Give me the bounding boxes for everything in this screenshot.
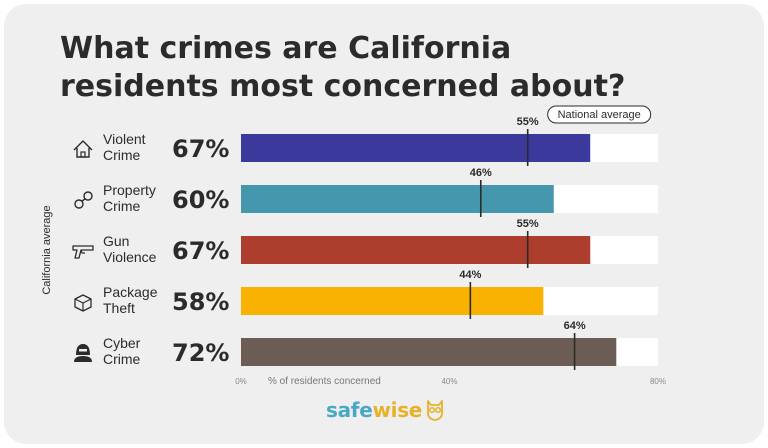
chart-card: [4, 4, 764, 444]
bar-cyber-crime: [241, 338, 617, 366]
national-average-value: 46%: [470, 167, 492, 179]
national-average-value: 55%: [517, 116, 539, 128]
safewise-logo: safewise: [326, 396, 444, 424]
category-label: Property Crime: [103, 182, 156, 214]
handcuffs-icon: [74, 191, 93, 209]
bar-property-crime: [241, 185, 554, 213]
x-tick-label: 0%: [235, 377, 247, 386]
national-average-value: 55%: [517, 218, 539, 230]
house-icon: [73, 140, 93, 158]
brand-part-wise: wise: [372, 398, 423, 422]
category-label-line: Theft: [103, 300, 135, 316]
category-label-line: Crime: [103, 198, 141, 214]
bar-gun-violence: [241, 236, 591, 264]
category-label-line: Crime: [103, 351, 141, 367]
national-average-legend: [547, 105, 652, 124]
category-label-line: Crime: [103, 147, 141, 163]
category-label-line: Gun: [103, 233, 129, 249]
california-average-value: 58%: [172, 288, 229, 316]
category-label: Violent Crime: [103, 131, 146, 163]
gun-icon: [72, 245, 94, 259]
x-tick-label: 80%: [650, 377, 666, 386]
brand-wordmark: safewise: [326, 398, 422, 422]
category-label-line: Violence: [103, 249, 157, 265]
category-label-line: Property: [103, 182, 156, 198]
national-average-value: 44%: [459, 269, 481, 281]
category-label-line: Violent: [103, 131, 146, 147]
brand-part-safe: safe: [326, 398, 373, 422]
category-label: Cyber Crime: [103, 335, 141, 367]
package-icon: [74, 294, 92, 312]
california-average-value: 60%: [172, 186, 229, 214]
national-average-legend-label: National average: [558, 109, 641, 121]
california-average-value: 67%: [172, 237, 229, 265]
bar-package-theft: [241, 287, 544, 315]
owl-icon: [427, 400, 443, 421]
california-average-value: 72%: [172, 339, 229, 367]
y-axis-label: California average: [41, 205, 53, 294]
hacker-icon: [74, 344, 92, 362]
chart-title: What crimes are California residents mos…: [60, 31, 626, 104]
california-average-value: 67%: [172, 135, 229, 163]
x-axis-title: % of residents concerned: [268, 376, 381, 387]
x-tick-label: 40%: [441, 377, 457, 386]
category-label-line: Package: [103, 284, 158, 300]
national-average-value: 64%: [564, 320, 586, 332]
category-label-line: Cyber: [103, 335, 141, 351]
category-label: Gun Violence: [103, 233, 157, 265]
bar-violent-crime: [241, 134, 591, 162]
category-label: Package Theft: [103, 284, 158, 316]
